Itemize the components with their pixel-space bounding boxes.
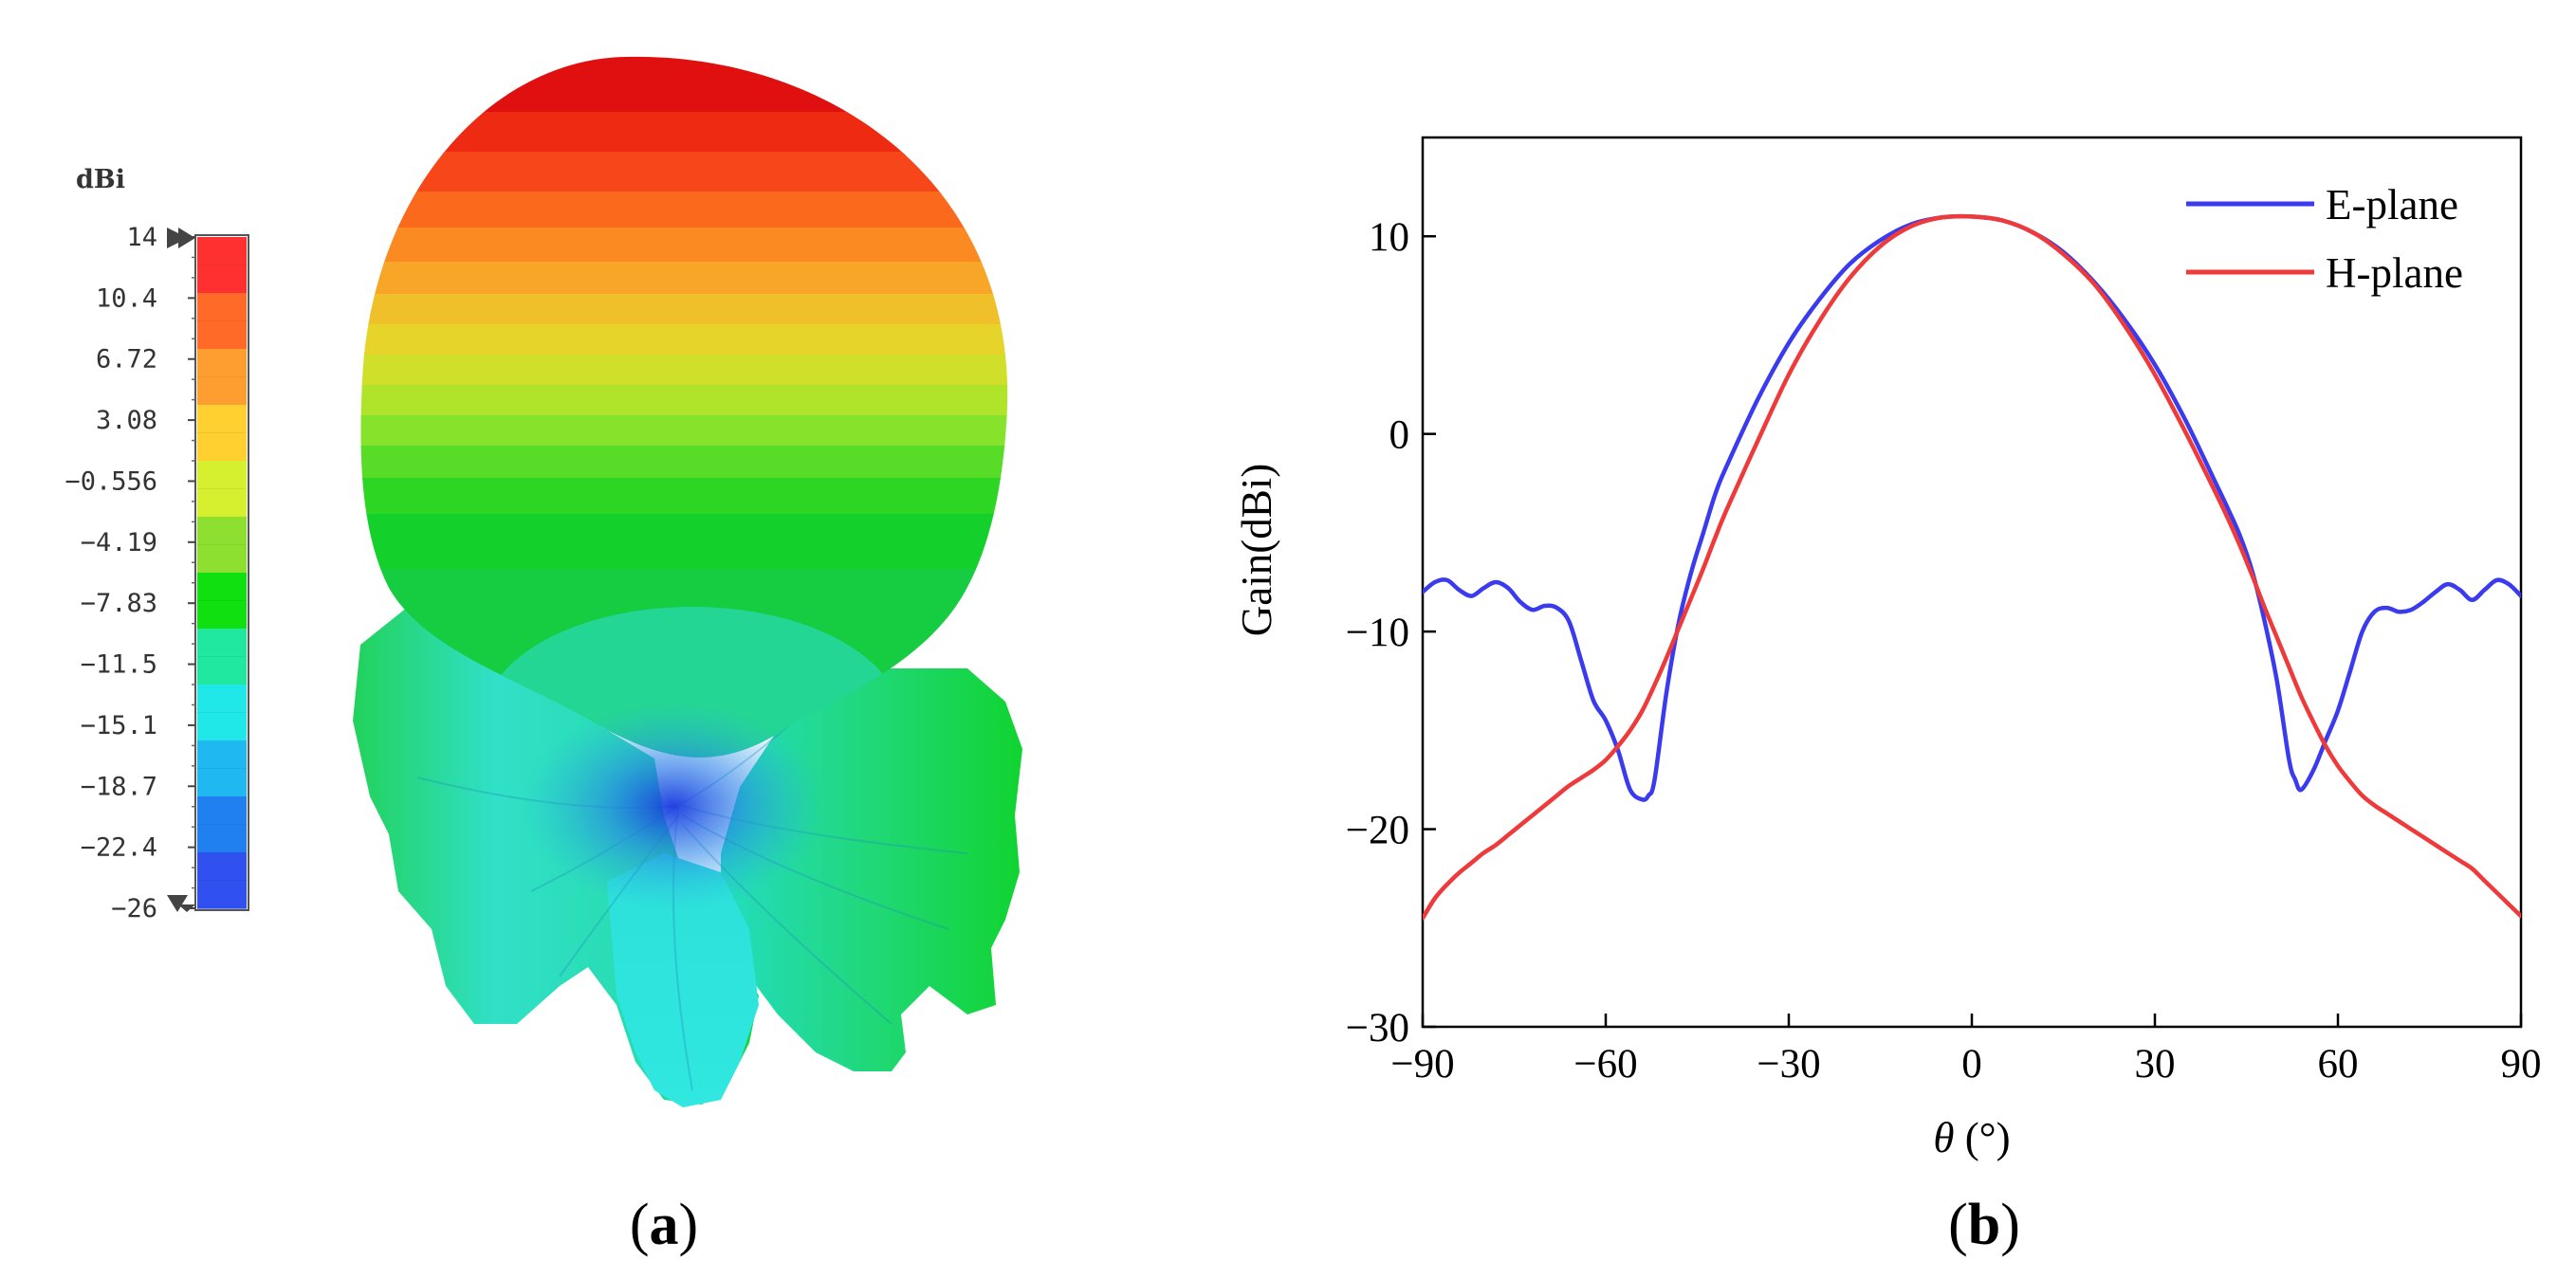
colorbar-tick-label: −7.83 <box>81 589 157 618</box>
colorbar-swatch <box>197 852 247 909</box>
colorbar-tick-label: −11.5 <box>81 650 157 680</box>
colorbar-frame <box>194 234 249 911</box>
x-tick-label: 90 <box>2501 1042 2542 1087</box>
colorbar-tick-label: 14 <box>126 223 157 252</box>
colorbar-unit: dBi <box>76 165 125 194</box>
y-tick-label: 0 <box>1389 413 1410 458</box>
x-tick-label: 30 <box>2135 1042 2176 1087</box>
y-tick-label: −20 <box>1346 809 1409 853</box>
y-tick-label: 10 <box>1369 215 1409 260</box>
panel-a-label: (a) <box>630 1193 698 1257</box>
y-tick-label: −30 <box>1346 1006 1409 1051</box>
x-tick-label: 60 <box>2318 1042 2359 1087</box>
x-tick-label: −90 <box>1390 1042 1454 1087</box>
x-axis-title: θ (°) <box>1933 1114 2010 1161</box>
radiation-pattern-3d <box>353 56 1022 1107</box>
colorbar-min-marker[interactable] <box>167 895 195 912</box>
colorbar-swatch <box>197 629 247 685</box>
colorbar-tick-label: 10.4 <box>96 283 157 313</box>
colorbar-swatch <box>197 685 247 741</box>
y-axis: −30 −20 −10 0 10 <box>1346 215 1436 1051</box>
colorbar-max-marker[interactable] <box>167 228 195 248</box>
colorbar-tick-label: −15.1 <box>81 711 157 740</box>
colorbar-swatch <box>197 237 247 294</box>
colorbar-swatch <box>197 573 247 630</box>
plot-frame <box>1421 136 2523 1029</box>
legend: E-plane H-plane <box>2186 181 2463 297</box>
y-axis-title: Gain(dBi) <box>1233 464 1280 636</box>
colorbar-swatches <box>197 237 247 909</box>
colorbar-ticks: 14 10.4 6.72 3.08 −0.556 −4.19 −7.83 −11.5 −15.1… <box>64 223 195 923</box>
colorbar-tick-label: −26 <box>111 894 157 923</box>
colorbar-swatch <box>197 517 247 574</box>
colorbar-tick-label: 6.72 <box>96 345 157 375</box>
colorbar-tick-label: −0.556 <box>64 466 157 496</box>
null-region <box>522 702 825 910</box>
x-tick-label: −60 <box>1573 1042 1637 1087</box>
colorbar-swatch <box>197 349 247 406</box>
colorbar-swatch <box>197 796 247 853</box>
colorbar-swatch <box>197 293 247 350</box>
colorbar-swatch <box>197 405 247 462</box>
colorbar-tick-label: −18.7 <box>81 772 157 801</box>
colorbar-tick-label: −22.4 <box>81 833 157 863</box>
colorbar-tick-label: 3.08 <box>96 406 157 435</box>
colorbar-swatch <box>197 461 247 518</box>
colorbar-tick-label: −4.19 <box>81 528 157 557</box>
colorbar: dBi 14 10.4 6.72 3.08 −0.556 −4.19 −7.83 −11.5 −… <box>64 165 249 923</box>
x-tick-label: 0 <box>1961 1042 1982 1087</box>
series-group <box>1423 213 2521 921</box>
x-axis: −90 −60 −30 0 30 60 90 <box>1390 1014 2542 1087</box>
colorbar-swatch <box>197 740 247 797</box>
y-tick-label: −10 <box>1346 611 1409 655</box>
bottom-back-lobe <box>607 853 759 1107</box>
panel-b-label: (b) <box>1948 1193 2020 1257</box>
legend-label-e-plane: E-plane <box>2326 181 2458 228</box>
x-tick-label: −30 <box>1757 1042 1820 1087</box>
legend-label-h-plane: H-plane <box>2326 249 2463 297</box>
series-line-h-plane <box>1423 213 2521 921</box>
